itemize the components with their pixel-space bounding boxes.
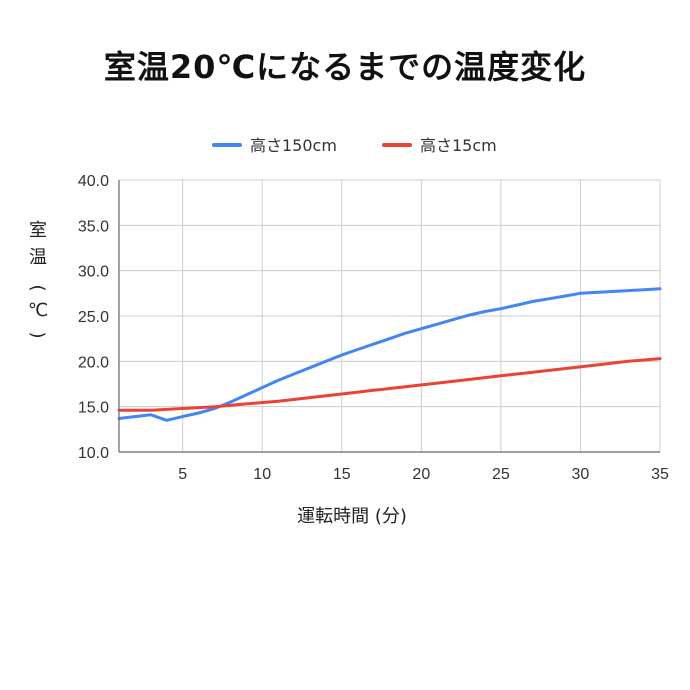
x-tick-label: 10	[253, 466, 271, 483]
x-tick-label: 35	[651, 466, 669, 483]
y-axis-label-char: )	[27, 331, 48, 338]
x-tick-label: 20	[412, 466, 430, 483]
x-tick-label: 30	[572, 466, 590, 483]
y-tick-label: 30.0	[78, 264, 109, 281]
series-line-1	[117, 287, 662, 422]
x-tick-label: 5	[178, 466, 187, 483]
y-axis-label-char: (	[27, 284, 48, 291]
x-axis-label: 運転時間 (分)	[297, 506, 407, 527]
y-axis-label: 室温 ( ℃)	[27, 220, 48, 339]
y-axis-label-char: 温	[29, 247, 47, 268]
x-tick-label: 15	[333, 466, 351, 483]
legend: 高さ150cm 高さ15cm	[212, 136, 497, 155]
legend-label-2: 高さ15cm	[420, 136, 497, 155]
y-tick-label: 35.0	[78, 218, 109, 235]
legend-label-1: 高さ150cm	[250, 136, 337, 155]
y-tick-label: 10.0	[78, 445, 109, 462]
y-axis-label-char: ℃	[28, 300, 48, 321]
y-axis-label-char: 室	[29, 220, 47, 241]
grid	[119, 179, 661, 453]
y-tick-label: 15.0	[78, 400, 109, 417]
y-tick-label: 20.0	[78, 354, 109, 371]
y-tick-label: 40.0	[78, 173, 109, 190]
y-tick-label: 25.0	[78, 309, 109, 326]
axes: 10.0 15.0 20.0 25.0 30.0 35.0 40.0 5 10 15 20 25 30 3…	[78, 173, 669, 483]
chart-title: 室温20℃になるまでの温度変化	[103, 48, 587, 86]
series-line-2	[117, 357, 662, 412]
series-lines	[117, 287, 662, 422]
x-tick-label: 25	[492, 466, 510, 483]
